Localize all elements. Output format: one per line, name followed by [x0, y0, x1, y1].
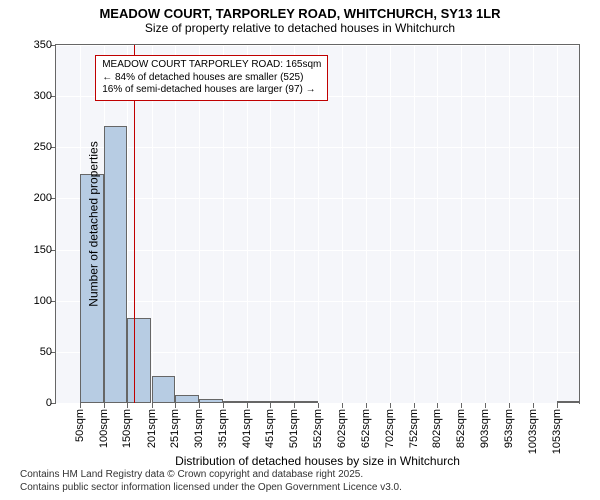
annotation-line: 16% of semi-detached houses are larger (…	[102, 84, 321, 97]
grid-line-v	[485, 45, 486, 403]
xtick-label: 552sqm	[312, 409, 324, 448]
ytick-label: 300	[34, 90, 52, 102]
xtick-mark	[247, 403, 248, 408]
grid-line-v	[390, 45, 391, 403]
xtick-mark	[199, 403, 200, 408]
xtick-label: 1053sqm	[551, 409, 563, 454]
xtick-mark	[104, 403, 105, 408]
footer-line-1: Contains HM Land Registry data © Crown c…	[20, 469, 402, 482]
xtick-label: 702sqm	[384, 409, 396, 448]
ytick-label: 200	[34, 192, 52, 204]
footer-line-2: Contains public sector information licen…	[20, 482, 402, 495]
xtick-label: 150sqm	[121, 409, 133, 448]
xtick-mark	[318, 403, 319, 408]
xtick-mark	[509, 403, 510, 408]
xtick-mark	[437, 403, 438, 408]
bar	[270, 401, 294, 403]
xtick-mark	[414, 403, 415, 408]
annotation-line: ← 84% of detached houses are smaller (52…	[102, 72, 321, 85]
grid-line-v	[414, 45, 415, 403]
x-axis-label: Distribution of detached houses by size …	[175, 454, 460, 468]
grid-line-v	[437, 45, 438, 403]
xtick-label: 251sqm	[169, 409, 181, 448]
grid-line-v	[533, 45, 534, 403]
bar	[294, 401, 318, 403]
xtick-label: 201sqm	[146, 409, 158, 448]
grid-line-v	[461, 45, 462, 403]
xtick-mark	[557, 403, 558, 408]
xtick-mark	[294, 403, 295, 408]
bar	[104, 126, 128, 403]
xtick-mark	[533, 403, 534, 408]
xtick-label: 501sqm	[288, 409, 300, 448]
xtick-label: 401sqm	[241, 409, 253, 448]
ytick-label: 0	[46, 397, 52, 409]
xtick-label: 652sqm	[360, 409, 372, 448]
xtick-label: 1003sqm	[527, 409, 539, 454]
xtick-label: 752sqm	[408, 409, 420, 448]
xtick-label: 903sqm	[479, 409, 491, 448]
xtick-mark	[127, 403, 128, 408]
bar	[127, 318, 151, 403]
ytick-label: 50	[40, 346, 52, 358]
y-axis-label: Number of detached properties	[87, 141, 101, 306]
xtick-mark	[270, 403, 271, 408]
ytick-label: 150	[34, 244, 52, 256]
xtick-mark	[175, 403, 176, 408]
bar	[175, 395, 199, 403]
bar	[223, 401, 247, 403]
xtick-mark	[342, 403, 343, 408]
ytick-label: 350	[34, 39, 52, 51]
bar	[199, 399, 223, 403]
xtick-label: 351sqm	[217, 409, 229, 448]
xtick-label: 50sqm	[74, 409, 86, 442]
plot-area: 05010015020025030035050sqm100sqm150sqm20…	[55, 44, 580, 404]
page-subtitle: Size of property relative to detached ho…	[0, 21, 600, 35]
xtick-mark	[390, 403, 391, 408]
page-title: MEADOW COURT, TARPORLEY ROAD, WHITCHURCH…	[0, 6, 600, 21]
xtick-label: 301sqm	[193, 409, 205, 448]
xtick-label: 100sqm	[98, 409, 110, 448]
xtick-label: 451sqm	[264, 409, 276, 448]
grid-line-v	[366, 45, 367, 403]
bar	[557, 401, 581, 403]
grid-line-v	[509, 45, 510, 403]
annotation-line: MEADOW COURT TARPORLEY ROAD: 165sqm	[102, 59, 321, 72]
xtick-mark	[485, 403, 486, 408]
bar	[247, 401, 271, 403]
xtick-mark	[80, 403, 81, 408]
grid-line-v	[557, 45, 558, 403]
annotation-box: MEADOW COURT TARPORLEY ROAD: 165sqm← 84%…	[95, 55, 328, 101]
xtick-mark	[152, 403, 153, 408]
chart: 05010015020025030035050sqm100sqm150sqm20…	[55, 44, 580, 404]
xtick-mark	[366, 403, 367, 408]
ytick-label: 250	[34, 141, 52, 153]
bar	[152, 376, 176, 403]
xtick-mark	[461, 403, 462, 408]
grid-line-v	[342, 45, 343, 403]
xtick-mark	[223, 403, 224, 408]
xtick-label: 802sqm	[431, 409, 443, 448]
xtick-label: 852sqm	[455, 409, 467, 448]
xtick-label: 953sqm	[503, 409, 515, 448]
footer-attribution: Contains HM Land Registry data © Crown c…	[20, 469, 402, 494]
ytick-label: 100	[34, 295, 52, 307]
xtick-label: 602sqm	[336, 409, 348, 448]
